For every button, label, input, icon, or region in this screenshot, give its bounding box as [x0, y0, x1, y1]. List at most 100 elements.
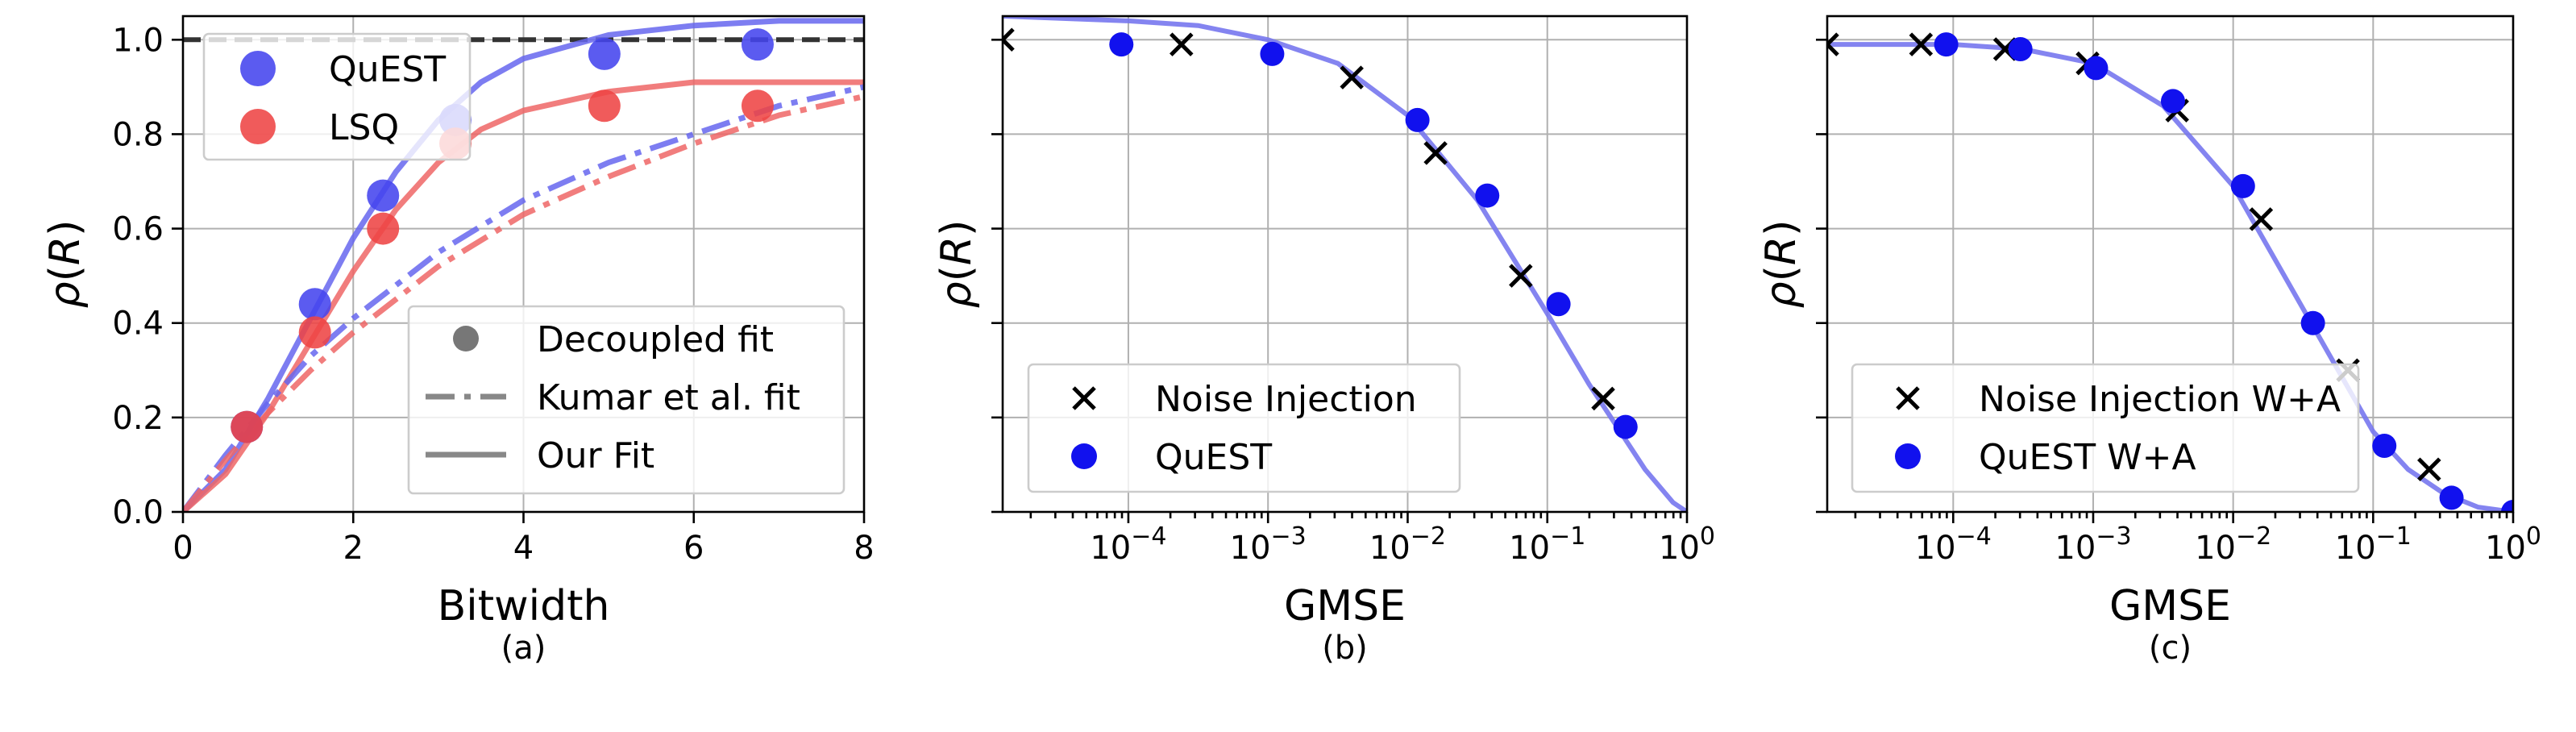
data-point-lsq [298, 316, 331, 349]
panel-caption: (b) [1322, 630, 1368, 667]
data-point-quest [2084, 56, 2109, 81]
data-point-quest [2501, 500, 2513, 512]
legend-label: Noise Injection [1155, 379, 1417, 420]
legend-marker [1896, 386, 1920, 410]
y-tick-label: 0.0 [112, 494, 164, 531]
data-point-noise [1340, 65, 1364, 89]
x-tick-label: 10−3 [1230, 522, 1307, 567]
data-point-quest [1405, 107, 1430, 132]
data-point-quest [367, 179, 400, 212]
data-point-lsq [367, 212, 400, 245]
axes-frame [1001, 15, 1689, 514]
legend-frame [1851, 363, 2360, 493]
legend-frame [1027, 363, 1461, 493]
chart-panel-c: 10−4 10−3 10−2 10−1 100 GMSE ρ(R) (c) Noise Inje… [1757, 15, 2541, 667]
x-tick-exponent: 0 [2526, 522, 2541, 551]
data-point-quest [2160, 89, 2185, 114]
legend-label: Noise Injection W+A [1979, 379, 2341, 420]
legend-label: QuEST W+A [1979, 437, 2196, 478]
y-tick-label: 0.8 [112, 116, 164, 153]
legend-marker [1071, 443, 1097, 469]
data-point-quest [741, 28, 774, 61]
legend-style: Decoupled fit Kumar et al. fit Our Fit [407, 305, 846, 495]
y-label-part: ρ [41, 281, 89, 308]
x-tick-label: 10−1 [2335, 522, 2412, 567]
axes-frame [1826, 15, 2515, 514]
data-point-lsq [588, 89, 621, 123]
panel-caption: (c) [2149, 630, 2192, 667]
plot-area [1827, 32, 2513, 512]
legend-label: QuEST [1155, 437, 1272, 478]
y-label-part: ) [41, 220, 89, 236]
data-point-quest [298, 288, 331, 321]
x-tick-label: 10−4 [1915, 522, 1992, 567]
y-tick-label: 1.0 [112, 22, 164, 59]
data-point-quest [2372, 434, 2397, 458]
data-point-quest [1613, 414, 1638, 439]
x-tick-exponent: −1 [1550, 522, 1585, 551]
data-point-lsq [741, 89, 774, 123]
y-label-part: ( [41, 265, 89, 281]
x-tick-label: 10−4 [1090, 522, 1166, 567]
y-tick-label: 0.4 [112, 306, 164, 343]
x-axis-label: GMSE [2109, 582, 2231, 630]
data-point-quest [2008, 37, 2033, 61]
data-point-quest [1260, 41, 1285, 66]
data-point-lsq [231, 410, 264, 443]
x-tick-label: 10−2 [1369, 522, 1446, 567]
y-tick-label: 0.2 [112, 400, 164, 437]
y-label-part: ) [933, 220, 981, 236]
legend-marker [240, 109, 276, 144]
data-point-noise [1909, 32, 1934, 56]
x-tick-label: 100 [2485, 522, 2541, 567]
data-point-noise [2249, 207, 2274, 231]
data-point-quest [2439, 485, 2464, 510]
data-point-quest [588, 37, 621, 70]
x-tick-exponent: −2 [2236, 522, 2271, 551]
legend-series: QuEST LSQ [202, 32, 472, 161]
data-point-noise [1170, 32, 1194, 56]
x-axis-label: GMSE [1284, 582, 1406, 630]
x-tick-label: 10−3 [2055, 522, 2131, 567]
x-tick-exponent: 0 [1700, 522, 1715, 551]
legend-label: Decoupled fit [537, 319, 774, 360]
x-tick-exponent: −4 [1956, 522, 1992, 551]
legend-marker [240, 51, 276, 86]
data-point-noise [1591, 386, 1615, 411]
chart-panel-b: 10−4 10−3 10−2 10−1 100 GMSE ρ(R) (b) Noise Inje… [933, 15, 1715, 667]
data-point-noise [1003, 27, 1015, 52]
x-axis-label: Bitwidth [438, 582, 610, 630]
y-label-part: ) [1757, 220, 1805, 236]
data-point-quest [1546, 292, 1571, 317]
data-point-noise [1509, 264, 1533, 288]
x-tick-label: 8 [854, 530, 874, 567]
x-tick-label: 6 [683, 530, 704, 567]
data-point-noise [2417, 457, 2441, 482]
legend-label: QuEST [329, 49, 446, 90]
legend-marker [453, 326, 479, 351]
x-tick-label: 0 [172, 530, 193, 567]
data-point-noise [1827, 32, 1839, 56]
legend: Noise Injection W+A QuEST W+A [1851, 363, 2360, 493]
y-label-part: ρ [1757, 281, 1805, 308]
x-tick-exponent: −4 [1131, 522, 1166, 551]
legend-label: Our Fit [537, 435, 654, 476]
x-tick-exponent: −2 [1411, 522, 1446, 551]
legend-marker [1072, 386, 1096, 410]
legend-frame [407, 305, 846, 495]
y-axis-label: ρ(R) [1757, 220, 1805, 309]
x-tick-label: 2 [343, 530, 364, 567]
x-tick-label: 4 [513, 530, 534, 567]
y-label-part: R [41, 236, 89, 265]
data-point-quest [1109, 32, 1134, 57]
x-tick-exponent: −3 [1271, 522, 1307, 551]
x-tick-exponent: −1 [2376, 522, 2412, 551]
chart-panel-a: 0 2 4 6 8 0.0 0.2 0.4 0.6 0.8 1.0 Bitwidth ρ(R) (a) Qu… [41, 15, 875, 667]
x-tick-label: 100 [1659, 522, 1715, 567]
data-point-quest [2300, 310, 2325, 335]
legend-marker [1895, 443, 1921, 469]
legend-label: LSQ [329, 107, 399, 148]
y-label-part: ρ [933, 281, 981, 308]
y-label-part: R [933, 236, 981, 265]
